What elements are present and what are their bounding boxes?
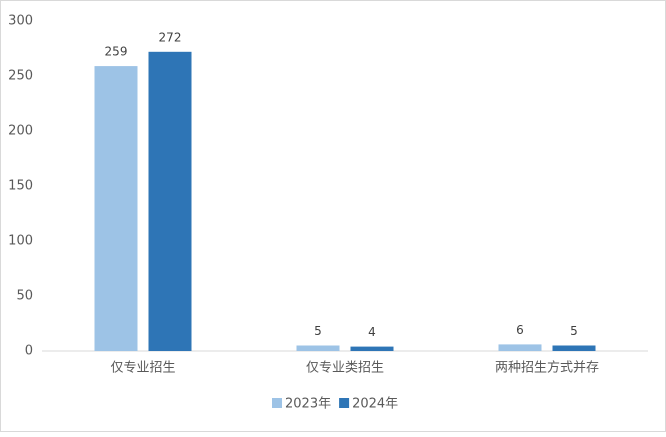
bar [148,51,192,352]
data-label: 4 [368,325,376,339]
data-label: 6 [516,323,524,337]
y-tick-label: 100 [8,234,33,249]
bar [296,345,340,351]
bar [498,344,542,351]
legend-label: 2024年 [352,397,398,412]
bar [350,346,394,351]
legend-swatch [339,398,350,408]
data-label: 5 [314,324,322,338]
data-label: 259 [105,45,128,59]
y-tick-label: 300 [8,14,33,29]
y-tick-label: 0 [25,344,33,359]
x-tick-label: 两种招生方式并存 [495,360,599,376]
data-label: 5 [570,324,578,338]
data-label: 272 [159,30,182,44]
legend-label: 2023年 [285,397,331,412]
y-tick-label: 150 [8,179,33,194]
y-tick-label: 50 [16,289,33,304]
y-tick-label: 250 [8,69,33,84]
x-tick-label: 仅专业招生 [110,361,175,376]
y-tick-label: 200 [8,124,33,139]
x-tick-label: 仅专业类招生 [306,361,384,376]
bar [94,66,138,351]
bar [552,345,596,351]
legend-swatch [272,398,282,408]
